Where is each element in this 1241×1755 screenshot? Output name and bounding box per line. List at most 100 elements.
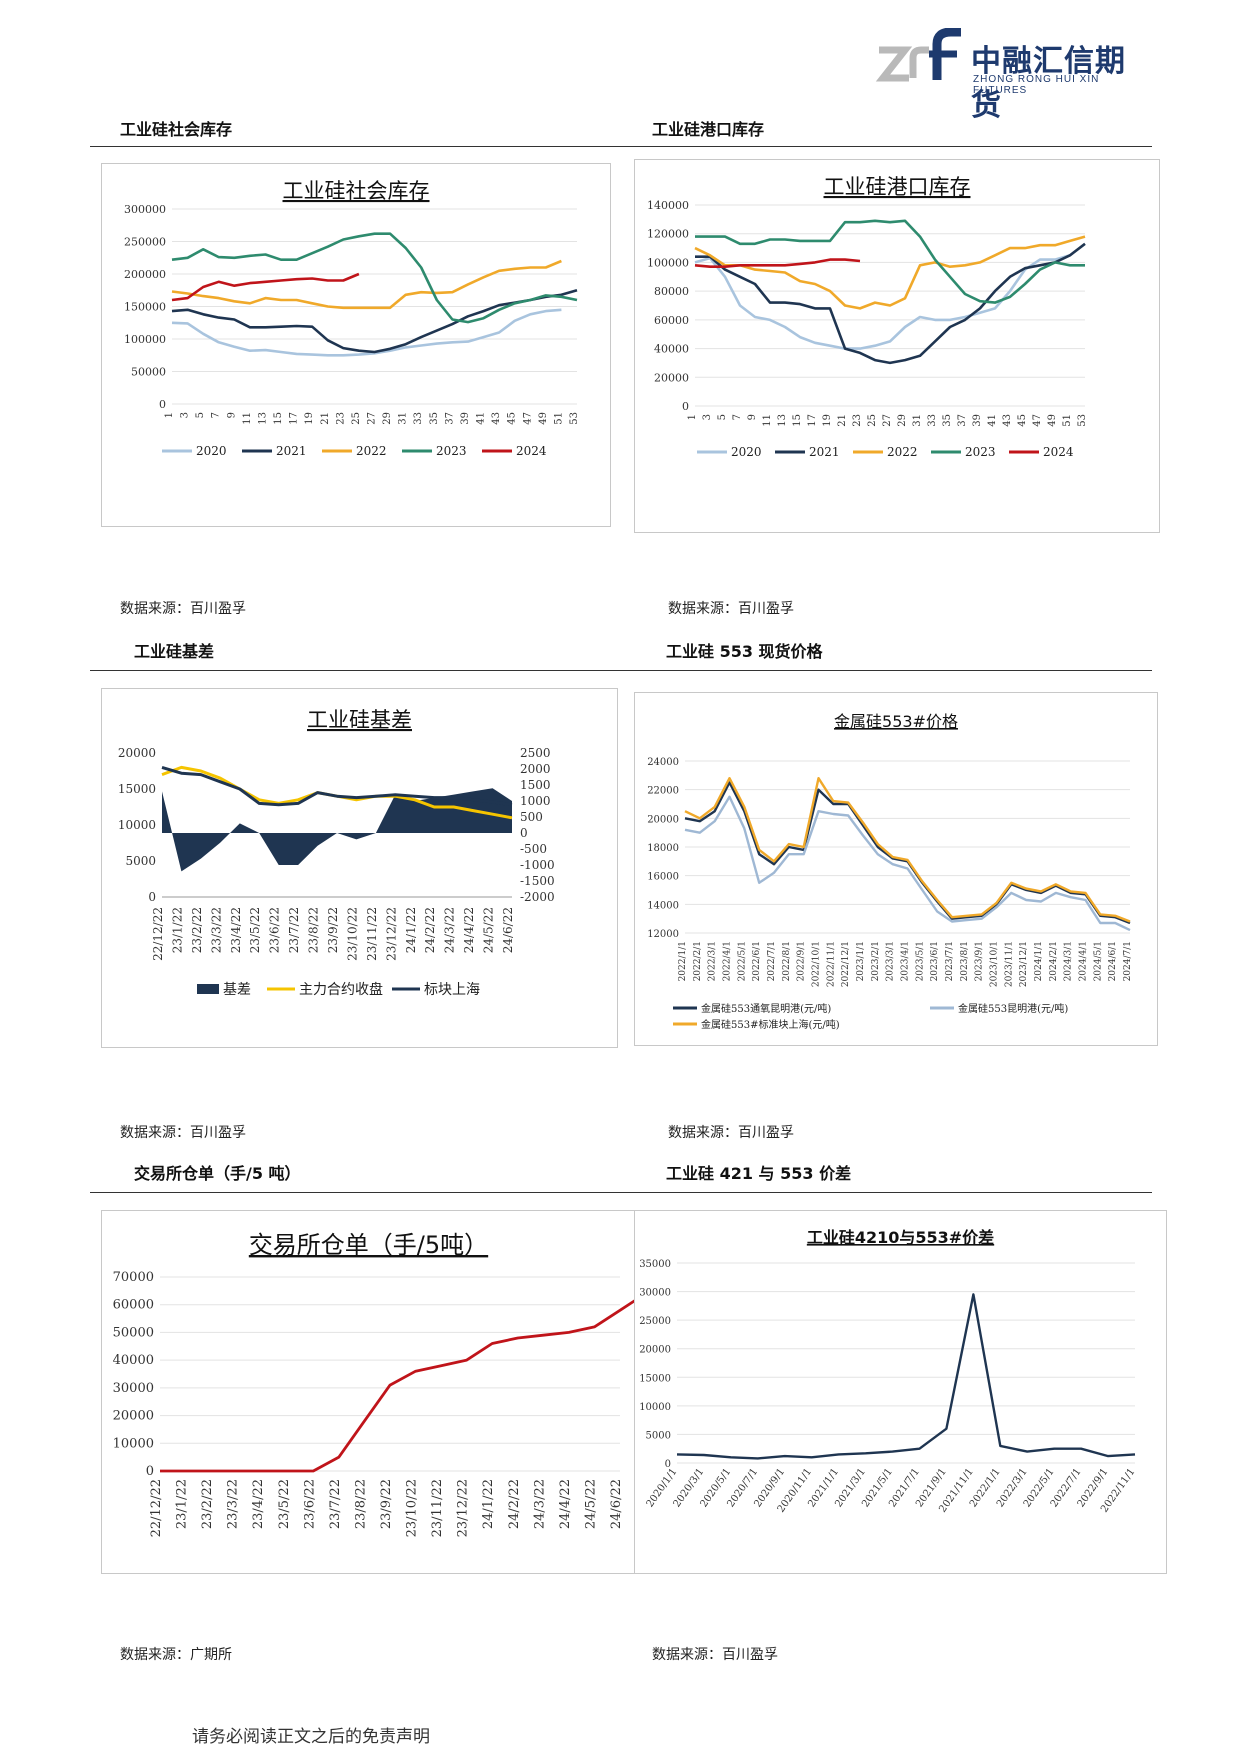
x-tick-label: 3 — [180, 412, 191, 418]
x-tick-label: 2023/1/1 — [856, 941, 866, 981]
section-title-553-price: 工业硅 553 现货价格 — [666, 642, 823, 661]
chart-421-553-spread: 工业硅4210与553#价差 0 5000 10000 15000 20000 25000 3… — [634, 1210, 1167, 1574]
y2-tick-label: 500 — [520, 810, 543, 824]
x-tick-label: 29 — [382, 412, 393, 425]
legend-label: 金属硅553昆明港(元/吨) — [958, 1002, 1068, 1015]
section-title-basis: 工业硅基差 — [134, 642, 215, 661]
x-tick-label: 2022/5/1 — [737, 941, 747, 981]
x-tick-label: 23/5/22 — [277, 1479, 292, 1529]
series-line — [160, 1298, 635, 1473]
x-tick-label: 23/1/22 — [170, 907, 184, 953]
y-tick-label: 30000 — [639, 1288, 671, 1299]
chart-basis: 工业硅基差 0 5000 10000 15000 20000 -2000 -1500 -1000… — [101, 688, 618, 1048]
chart-svg: 工业硅社会库存 0 50000 100000 150000 200000 250000 300… — [124, 179, 580, 458]
x-tick-label: 21 — [837, 414, 848, 427]
series-line — [695, 219, 1085, 304]
chart-553-price: 金属硅553#价格 12000 14000 16000 18000 20000 22000 2… — [634, 692, 1158, 1046]
x-tick-label: 23/10/22 — [405, 1479, 420, 1537]
x-tick-label: 11 — [242, 412, 253, 425]
x-tick-label: 21 — [320, 412, 331, 425]
x-tick-label: 7 — [211, 412, 222, 418]
source-note: 数据来源：百川盈孚 — [668, 601, 794, 617]
x-tick-label: 23/8/22 — [307, 907, 321, 953]
legend-label: 主力合约收盘 — [299, 981, 383, 998]
x-tick-label: 41 — [987, 414, 998, 427]
series-line — [171, 259, 562, 310]
x-tick-label: 27 — [882, 414, 893, 427]
y-tick-label: 150000 — [124, 301, 166, 314]
x-tick-label: 25 — [351, 412, 362, 425]
y-tick-label: 24000 — [647, 757, 679, 768]
y-tick-label: 18000 — [647, 843, 679, 854]
x-tick-label: 15 — [273, 412, 284, 425]
y-tick-label: 200000 — [124, 268, 166, 281]
x-tick-label: 23/2/22 — [190, 907, 204, 953]
chart-title: 金属硅553#价格 — [834, 712, 958, 731]
y-tick-label: 70000 — [113, 1270, 154, 1285]
y-tick-label: 0 — [159, 398, 166, 411]
x-tick-label: 24/5/22 — [482, 907, 496, 953]
y-tick-label: 30000 — [113, 1381, 154, 1396]
x-tick-label: 2024/3/1 — [1064, 941, 1074, 981]
y-tick-label: 5000 — [125, 854, 156, 868]
x-tick-label: 23/7/22 — [287, 907, 301, 953]
series-line — [694, 254, 1071, 350]
chart-title: 工业硅港口库存 — [824, 175, 971, 199]
x-tick-label: 17 — [807, 414, 818, 427]
x-tick-label: 47 — [522, 412, 533, 425]
x-tick-label: 23/4/22 — [251, 1479, 266, 1529]
x-tick-label: 19 — [304, 412, 315, 425]
y-tick-label: 100000 — [647, 256, 689, 269]
y2-tick-label: -500 — [520, 842, 547, 856]
y-tick-label: 16000 — [647, 872, 679, 883]
y-tick-label: 0 — [148, 890, 156, 904]
x-tick-label: 2022/8/1 — [782, 941, 792, 981]
x-tick-label: 2024/5/1 — [1093, 941, 1103, 981]
x-tick-label: 2022/4/1 — [723, 941, 733, 981]
y2-tick-label: 1500 — [520, 778, 551, 792]
y2-tick-label: 2500 — [520, 746, 551, 760]
x-tick-label: 1 — [687, 414, 698, 420]
y-tick-label: 22000 — [647, 786, 679, 797]
x-tick-label: 24/1/22 — [481, 1479, 496, 1529]
x-tick-label: 2022/10/1 — [812, 941, 822, 987]
x-tick-label: 37 — [957, 414, 968, 427]
x-tick-label: 23/6/22 — [302, 1479, 317, 1529]
y2-tick-label: -2000 — [520, 890, 555, 904]
y-tick-label: 120000 — [647, 228, 689, 241]
x-tick-label: 43 — [1002, 414, 1013, 427]
x-tick-label: 24/4/22 — [462, 907, 476, 953]
y2-tick-label: 2000 — [520, 762, 551, 776]
x-tick-label: 22/12/22 — [149, 1479, 164, 1537]
x-tick-label: 53 — [1077, 414, 1088, 427]
x-tick-label: 23/9/22 — [379, 1479, 394, 1529]
x-tick-label: 2023/9/1 — [975, 941, 985, 981]
x-tick-label: 23 — [852, 414, 863, 427]
x-tick-label: 23/4/22 — [229, 907, 243, 953]
x-tick-label: 23/2/22 — [200, 1479, 215, 1529]
divider — [90, 146, 1152, 147]
x-tick-label: 23 — [335, 412, 346, 425]
x-tick-label: 2023/11/1 — [1004, 941, 1014, 987]
y-tick-label: 300000 — [124, 203, 166, 216]
chart-svg: 金属硅553#价格 12000 14000 16000 18000 20000 22000 2… — [647, 712, 1133, 1031]
x-tick-label: 17 — [289, 412, 300, 425]
legend-label: 标块上海 — [424, 982, 480, 998]
y-tick-label: 10000 — [118, 818, 156, 832]
source-note: 数据来源：广期所 — [120, 1647, 232, 1663]
x-tick-label: 23/10/22 — [345, 907, 359, 961]
x-tick-label: 2022/9/1 — [797, 941, 807, 981]
x-tick-label: 2023/4/1 — [901, 941, 911, 981]
x-tick-label: 2023/2/1 — [871, 941, 881, 981]
x-tick-label: 47 — [1032, 414, 1043, 427]
chart-svg: 交易所仓单（手/5吨） 0 10000 20000 30000 40000 50000 600… — [113, 1231, 635, 1537]
disclaimer-footer: 请务必阅读正文之后的免责声明 — [192, 1727, 430, 1747]
chart-warrants: 交易所仓单（手/5吨） 0 10000 20000 30000 40000 50000 600… — [101, 1210, 636, 1574]
y-tick-label: 20000 — [639, 1345, 671, 1356]
legend-label: 2024 — [516, 444, 547, 458]
chart-title: 工业硅社会库存 — [283, 179, 430, 203]
x-tick-label: 24/6/22 — [501, 907, 515, 953]
x-tick-label: 45 — [1017, 414, 1028, 427]
y-tick-label: 0 — [665, 1459, 671, 1470]
x-tick-label: 2024/2/1 — [1049, 941, 1059, 981]
